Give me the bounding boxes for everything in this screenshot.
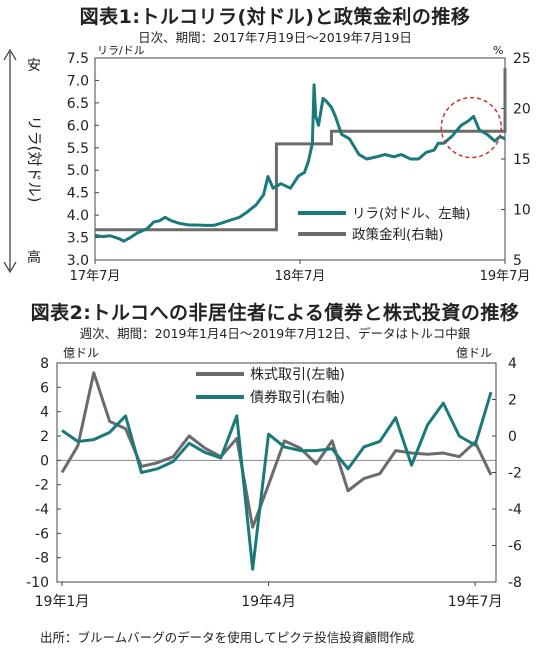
legend-rate-label: 政策金利(右軸) [352, 226, 444, 243]
chart1-left-tick-label: 4.0 [67, 208, 89, 224]
chart2-x-tick-label: 19年1月 [35, 594, 90, 610]
chart1-x-tick-label: 19年7月 [480, 269, 531, 284]
chart1-x-tick-label: 17年7月 [70, 269, 121, 284]
chart1-subtitle: 日次、期間：2017年7月19日～2019年7月19日 [138, 30, 412, 45]
chart1-axis-arrow-up [3, 48, 17, 61]
chart2-left-tick-label: 6 [40, 380, 49, 396]
chart2-left-tick-label: 8 [40, 356, 49, 372]
chart1-left-tick-label: 3.0 [67, 253, 89, 269]
chart2-title: 図表2:トルコへの非居住者による債券と株式投資の推移 [30, 302, 520, 324]
chart1-right-tick-label: 15 [513, 152, 531, 168]
chart1-left-unit: リラ/ドル [97, 44, 145, 57]
highlight-circle [440, 96, 503, 159]
chart1-svg: 3.0 3.5 4.0 4.5 5.0 5.5 6.0 6.5 7.0 7.5 5 10 15 20 25 1… [3, 44, 531, 284]
chart2-x-tick-label: 19年7月 [448, 594, 503, 610]
chart1-right-tick-label: 25 [513, 51, 531, 67]
chart1-left-tick-label: 4.5 [67, 186, 89, 202]
chart2-left-tick-label: 2 [40, 429, 49, 445]
chart1-axis-arrow-down [3, 261, 17, 274]
chart1-left-tick-label: 5.0 [67, 163, 89, 179]
chart1-axis-note-middle: リラ(対ドル) [26, 116, 44, 203]
chart2-left-unit: 億ドル [63, 346, 99, 360]
chart2-subtitle: 週次、期間：2019年1月4日～2019年7月12日、データはトルコ中銀 [79, 326, 471, 341]
chart2-right-tick-label: -8 [508, 575, 522, 591]
source-note: 出所：ブルームバーグのデータを使用してピクテ投信投資顧問作成 [40, 630, 415, 645]
chart1-axis-note-top: 安 [27, 58, 41, 74]
chart2-left-tick-label: -2 [35, 478, 49, 494]
chart1-title: 図表1:トルコリラ(対ドル)と政策金利の推移 [79, 6, 471, 28]
chart2-right-tick-label: -4 [508, 502, 522, 518]
chart2-left-tick-label: -8 [35, 551, 49, 567]
chart1-left-tick-label: 7.5 [67, 51, 89, 67]
chart2-right-tick-label: -2 [508, 466, 522, 482]
chart2-svg: 8 6 4 2 0 -2 -4 -6 -8 -10 4 2 0 -2 -4 -6 -8 19年1月 19年4月 19年… [26, 346, 522, 610]
chart1-left-tick-label: 6.5 [67, 96, 89, 112]
chart1-left-tick-label: 6.0 [67, 118, 89, 134]
chart2-right-tick-label: 2 [508, 393, 517, 409]
chart1-left-tick-label: 7.0 [67, 73, 89, 89]
chart2-x-tick-label: 19年4月 [241, 594, 296, 610]
chart2-left-tick-label: -6 [35, 526, 49, 542]
chart2-left-tick-label: 0 [40, 453, 49, 469]
chart2-right-unit: 億ドル [456, 346, 492, 360]
chart1-left-tick-label: 5.5 [67, 141, 89, 157]
chart2-right-tick-label: 4 [508, 356, 517, 372]
legend-bond-label: 債券取引(右軸) [250, 390, 345, 406]
chart1-right-unit: % [493, 44, 503, 57]
chart1-right-tick-label: 5 [513, 253, 522, 269]
bond-flow-line [61, 391, 493, 571]
policy-rate-line [95, 68, 507, 232]
chart2-right-tick-label: 0 [508, 429, 517, 445]
chart2-right-tick-label: -6 [508, 539, 522, 555]
chart1-left-tick-label: 3.5 [67, 231, 89, 247]
legend-lira-label: リラ(対ドル、左軸) [352, 206, 471, 222]
chart2-left-tick-label: 4 [40, 405, 49, 421]
chart1-x-tick-label: 18年7月 [275, 269, 326, 284]
chart2-left-tick-label: -4 [35, 502, 49, 518]
chart2-left-tick-label: -10 [26, 575, 49, 591]
lira-line [94, 83, 506, 243]
chart1-right-tick-label: 10 [513, 203, 531, 219]
chart1-right-tick-label: 20 [513, 102, 531, 118]
chart1-axis-note-bottom: 高 [27, 249, 41, 266]
legend-equity-label: 株式取引(左軸) [250, 367, 345, 383]
